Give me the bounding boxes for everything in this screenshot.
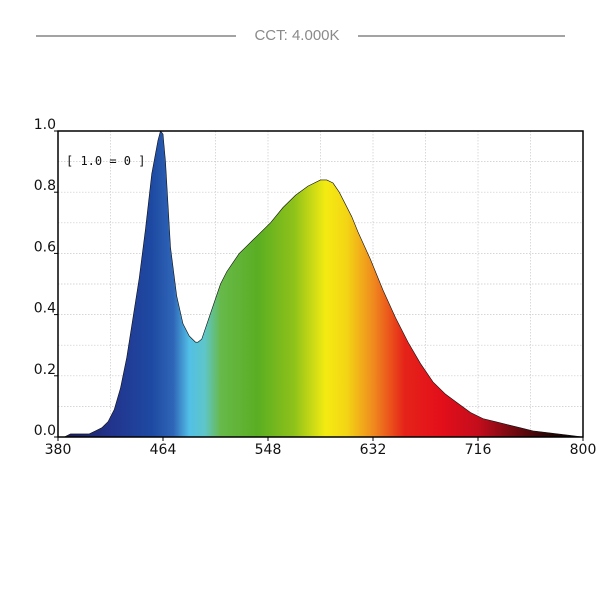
- y-axis-ticks: 0.0 0.2 0.4 0.6 0.8 1.0: [34, 117, 58, 439]
- x-tick-label: 716: [465, 442, 492, 458]
- y-tick-label: 0.8: [34, 178, 56, 194]
- series-spectrum-area: [58, 131, 583, 437]
- x-tick-label: 548: [255, 442, 282, 458]
- header-rule-right: [358, 35, 565, 37]
- y-tick-label: 0.4: [34, 301, 56, 317]
- x-tick-label: 464: [150, 442, 177, 458]
- header-rule-left: [36, 35, 236, 37]
- x-axis-ticks: 380 464 548 632 716 800: [45, 437, 597, 458]
- y-tick-label: 0.6: [34, 239, 56, 255]
- plot-frame: [57, 130, 584, 438]
- x-tick-label: 800: [570, 442, 597, 458]
- x-tick-label: 380: [45, 442, 72, 458]
- y-tick-label: 0.2: [34, 362, 56, 378]
- x-tick-label: 632: [360, 442, 387, 458]
- y-tick-label: 0.0: [34, 423, 56, 439]
- chart-title: CCT: 4.000K: [254, 27, 340, 44]
- chart-annotation: [ 1.0 = 0 ]: [66, 154, 145, 168]
- y-tick-label: 1.0: [34, 117, 56, 133]
- chart-header: CCT: 4.000K: [0, 24, 600, 48]
